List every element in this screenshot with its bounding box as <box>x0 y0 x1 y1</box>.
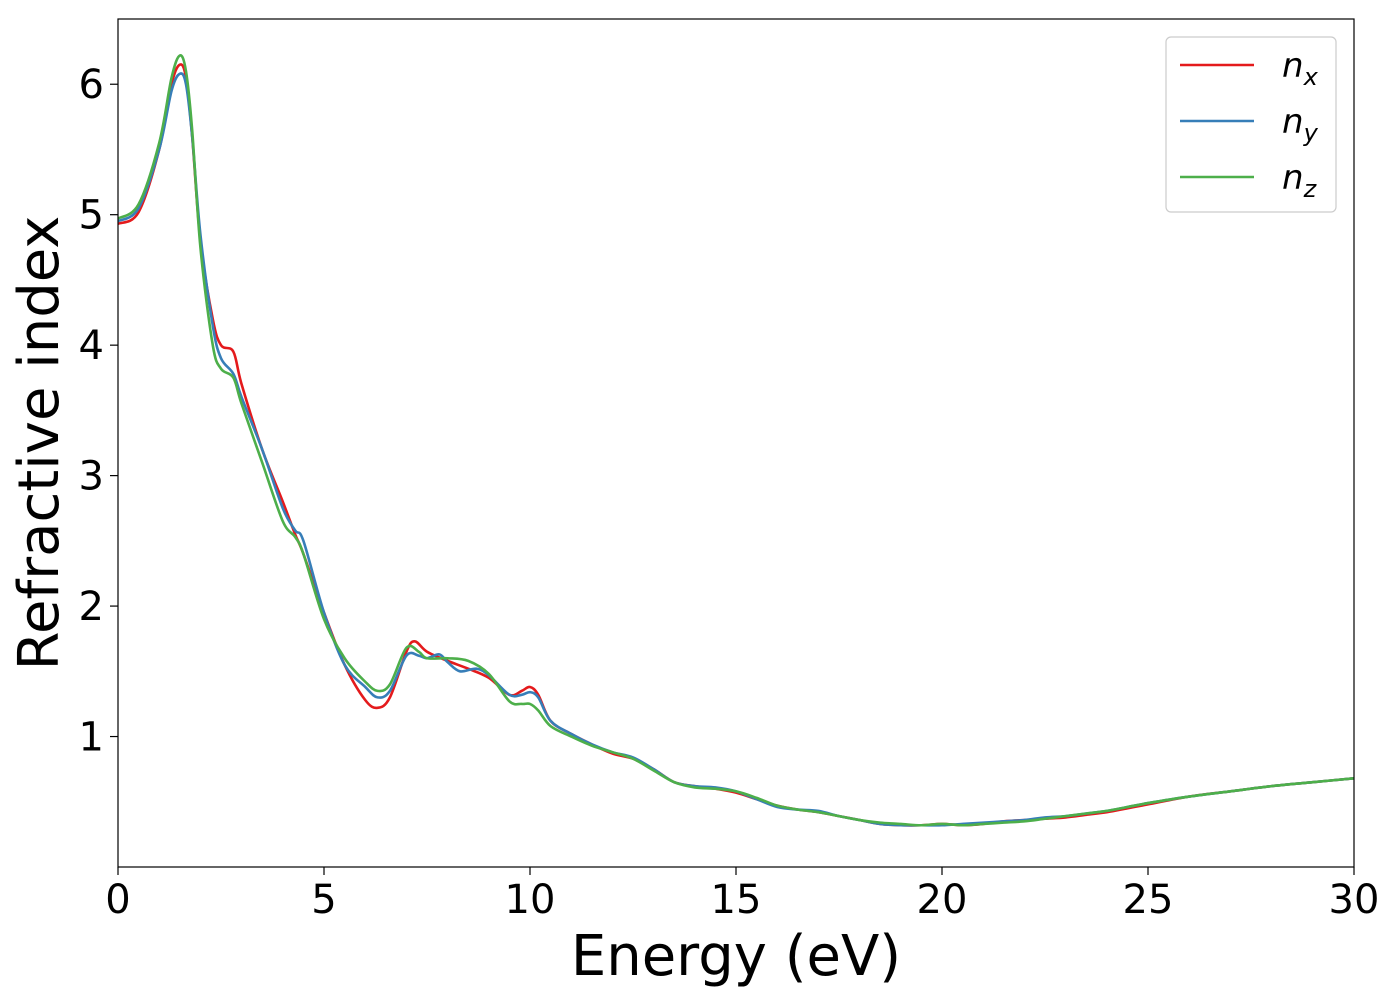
x-tick-label: 20 <box>917 877 968 923</box>
y-axis-label: Refractive index <box>7 216 72 671</box>
legend-label-nz: nz <box>1282 158 1318 203</box>
x-tick-label: 30 <box>1329 877 1380 923</box>
y-tick-label: 2 <box>79 584 104 630</box>
y-tick-label: 1 <box>79 715 104 761</box>
y-tick-label: 6 <box>79 62 104 108</box>
legend-box <box>1165 36 1337 213</box>
series-layer <box>118 54 1354 827</box>
y-tick-label: 5 <box>79 193 104 239</box>
x-tick-label: 5 <box>311 877 336 923</box>
y-tick-label: 3 <box>79 454 104 500</box>
legend-label-nx: nx <box>1282 46 1319 91</box>
legend: nx ny nz <box>1165 36 1337 213</box>
x-tick-label: 25 <box>1123 877 1174 923</box>
series-line-nz <box>118 54 1354 827</box>
x-axis-label: Energy (eV) <box>571 924 901 989</box>
x-tick-label: 0 <box>105 877 130 923</box>
y-axis-ticks: 1 2 3 4 5 6 <box>79 62 118 761</box>
y-tick-label: 4 <box>79 323 104 369</box>
x-axis-ticks: 0 5 10 15 20 25 30 <box>105 867 1379 923</box>
legend-label-ny: ny <box>1282 102 1319 147</box>
x-tick-label: 15 <box>711 877 762 923</box>
x-tick-label: 10 <box>505 877 556 923</box>
